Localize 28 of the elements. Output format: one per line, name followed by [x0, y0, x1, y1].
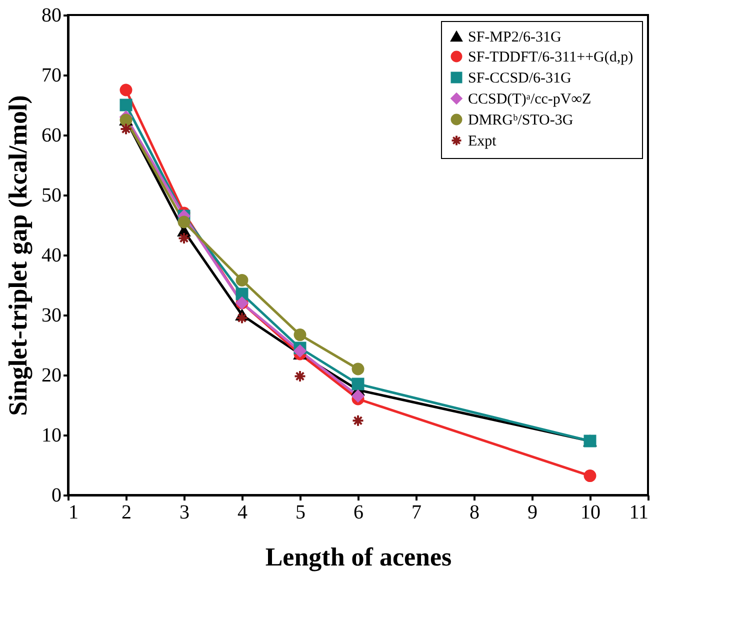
legend-label: SF-CCSD/6-31G — [468, 70, 572, 86]
x-tick-label: 6 — [354, 502, 364, 524]
legend-label: SF-MP2/6-31G — [468, 30, 562, 46]
x-axis-title: Length of acenes — [265, 542, 452, 572]
x-tick-label: 5 — [296, 502, 306, 524]
x-tick-label: 7 — [412, 502, 422, 524]
legend-label: Expt — [468, 134, 498, 150]
y-tick-label: 10 — [42, 424, 62, 446]
x-tick-label: 1 — [68, 502, 78, 524]
y-axis-title: Singlet-triplet gap (kcal/mol) — [4, 95, 32, 416]
y-tick-label: 0 — [52, 484, 62, 506]
x-tick-label: 8 — [470, 502, 480, 524]
x-tick-label: 11 — [629, 502, 648, 524]
legend-label: CCSD(T)ᵃ/cc-pV∞Z — [468, 92, 592, 108]
y-tick-label: 40 — [42, 244, 62, 266]
x-tick-label: 9 — [528, 502, 538, 524]
y-tick-label: 30 — [42, 304, 62, 326]
y-tick-label: 50 — [42, 184, 62, 206]
y-tick-label: 60 — [42, 124, 62, 146]
legend-label: DMRGᵇ/STO-3G — [468, 112, 574, 128]
x-tick-label: 10 — [580, 502, 600, 524]
y-tick-label: 70 — [42, 64, 62, 86]
y-tick-label: 80 — [42, 4, 62, 26]
x-tick-label: 3 — [180, 502, 190, 524]
x-tick-label: 2 — [122, 502, 132, 524]
y-tick-label: 20 — [42, 364, 62, 386]
x-tick-label: 4 — [238, 502, 248, 524]
legend-label: SF-TDDFT/6-311++G(d,p) — [468, 50, 634, 66]
